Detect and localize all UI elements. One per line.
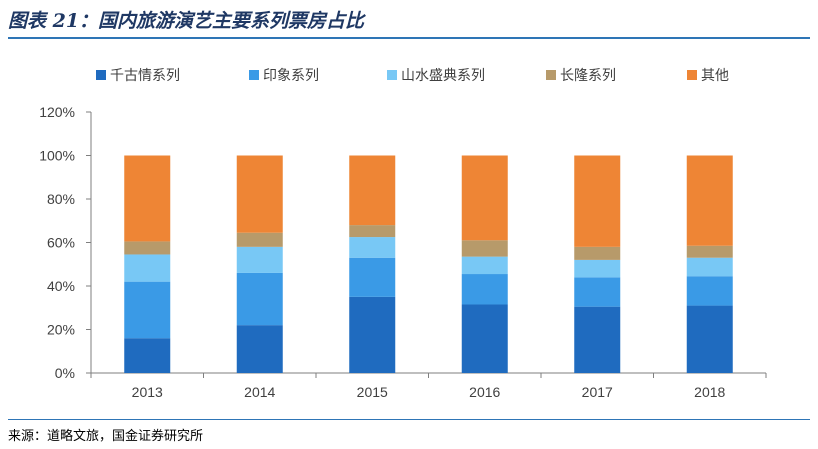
legend-swatch <box>387 70 397 80</box>
bar-segment <box>124 155 171 242</box>
legend-label: 长隆系列 <box>560 68 616 84</box>
legend-label: 千古情系列 <box>110 68 180 84</box>
legend-swatch <box>96 70 106 80</box>
bar-segment <box>686 245 733 258</box>
title-rule <box>8 37 810 39</box>
chart-title: 图表 21：国内旅游演艺主要系列票房占比 <box>8 10 365 32</box>
bar-segment <box>686 257 733 277</box>
y-tick-label: 0% <box>55 365 75 381</box>
legend-label: 其他 <box>701 68 729 84</box>
x-tick-label: 2014 <box>244 384 275 400</box>
axes: 0% 20% 40% 60% 80% 100% 120% 2013 2014 2015 2016 20… <box>39 104 767 400</box>
bar-segment <box>686 276 733 306</box>
bar-segment <box>236 155 283 233</box>
legend-swatch <box>249 70 259 80</box>
bar-segment <box>236 246 283 273</box>
bar-segment <box>124 338 171 373</box>
bar-segment <box>236 272 283 326</box>
bottom-rule <box>8 419 810 420</box>
bar-segment <box>349 296 396 373</box>
source-note: 来源：道略文旅，国金证券研究所 <box>8 429 204 444</box>
y-tick-label: 20% <box>47 322 75 338</box>
bar-segment <box>461 256 508 275</box>
bar-segment <box>124 241 171 255</box>
y-tick-label: 100% <box>39 148 75 164</box>
bar-segment <box>349 155 396 226</box>
bar-segment <box>574 306 621 373</box>
bar-segment <box>461 155 508 241</box>
bar-segment <box>124 254 171 282</box>
y-tick-label: 60% <box>47 235 75 251</box>
bar-segment <box>349 225 396 238</box>
bar-segment <box>686 155 733 246</box>
bar-segment <box>349 257 396 297</box>
y-tick-label: 80% <box>47 191 75 207</box>
legend-label: 印象系列 <box>263 68 319 84</box>
bar-segment <box>574 155 621 247</box>
x-tick-label: 2017 <box>582 384 613 400</box>
x-tick-label: 2015 <box>357 384 388 400</box>
bar-segment <box>461 274 508 305</box>
stacked-bar-chart: 千古情系列 印象系列 山水盛典系列 长隆系列 其他 0% 20% 40% 60% 80% 100%… <box>39 68 767 400</box>
bar-segment <box>574 246 621 260</box>
legend-swatch <box>687 70 697 80</box>
y-tick-label: 40% <box>47 278 75 294</box>
x-tick-label: 2013 <box>132 384 163 400</box>
legend: 千古情系列 印象系列 山水盛典系列 长隆系列 其他 <box>96 68 729 84</box>
legend-label: 山水盛典系列 <box>401 68 485 84</box>
bar-segment <box>686 305 733 373</box>
legend-swatch <box>546 70 556 80</box>
bar-segment <box>461 304 508 373</box>
bar-segment <box>461 240 508 257</box>
x-tick-label: 2018 <box>694 384 725 400</box>
bar-segment <box>236 232 283 247</box>
bar-segment <box>574 277 621 307</box>
x-tick-label: 2016 <box>469 384 500 400</box>
bar-segment <box>349 237 396 258</box>
bar-segment <box>236 325 283 373</box>
bars <box>124 155 733 373</box>
bar-segment <box>574 259 621 278</box>
y-tick-label: 120% <box>39 104 75 120</box>
bar-segment <box>124 281 171 339</box>
